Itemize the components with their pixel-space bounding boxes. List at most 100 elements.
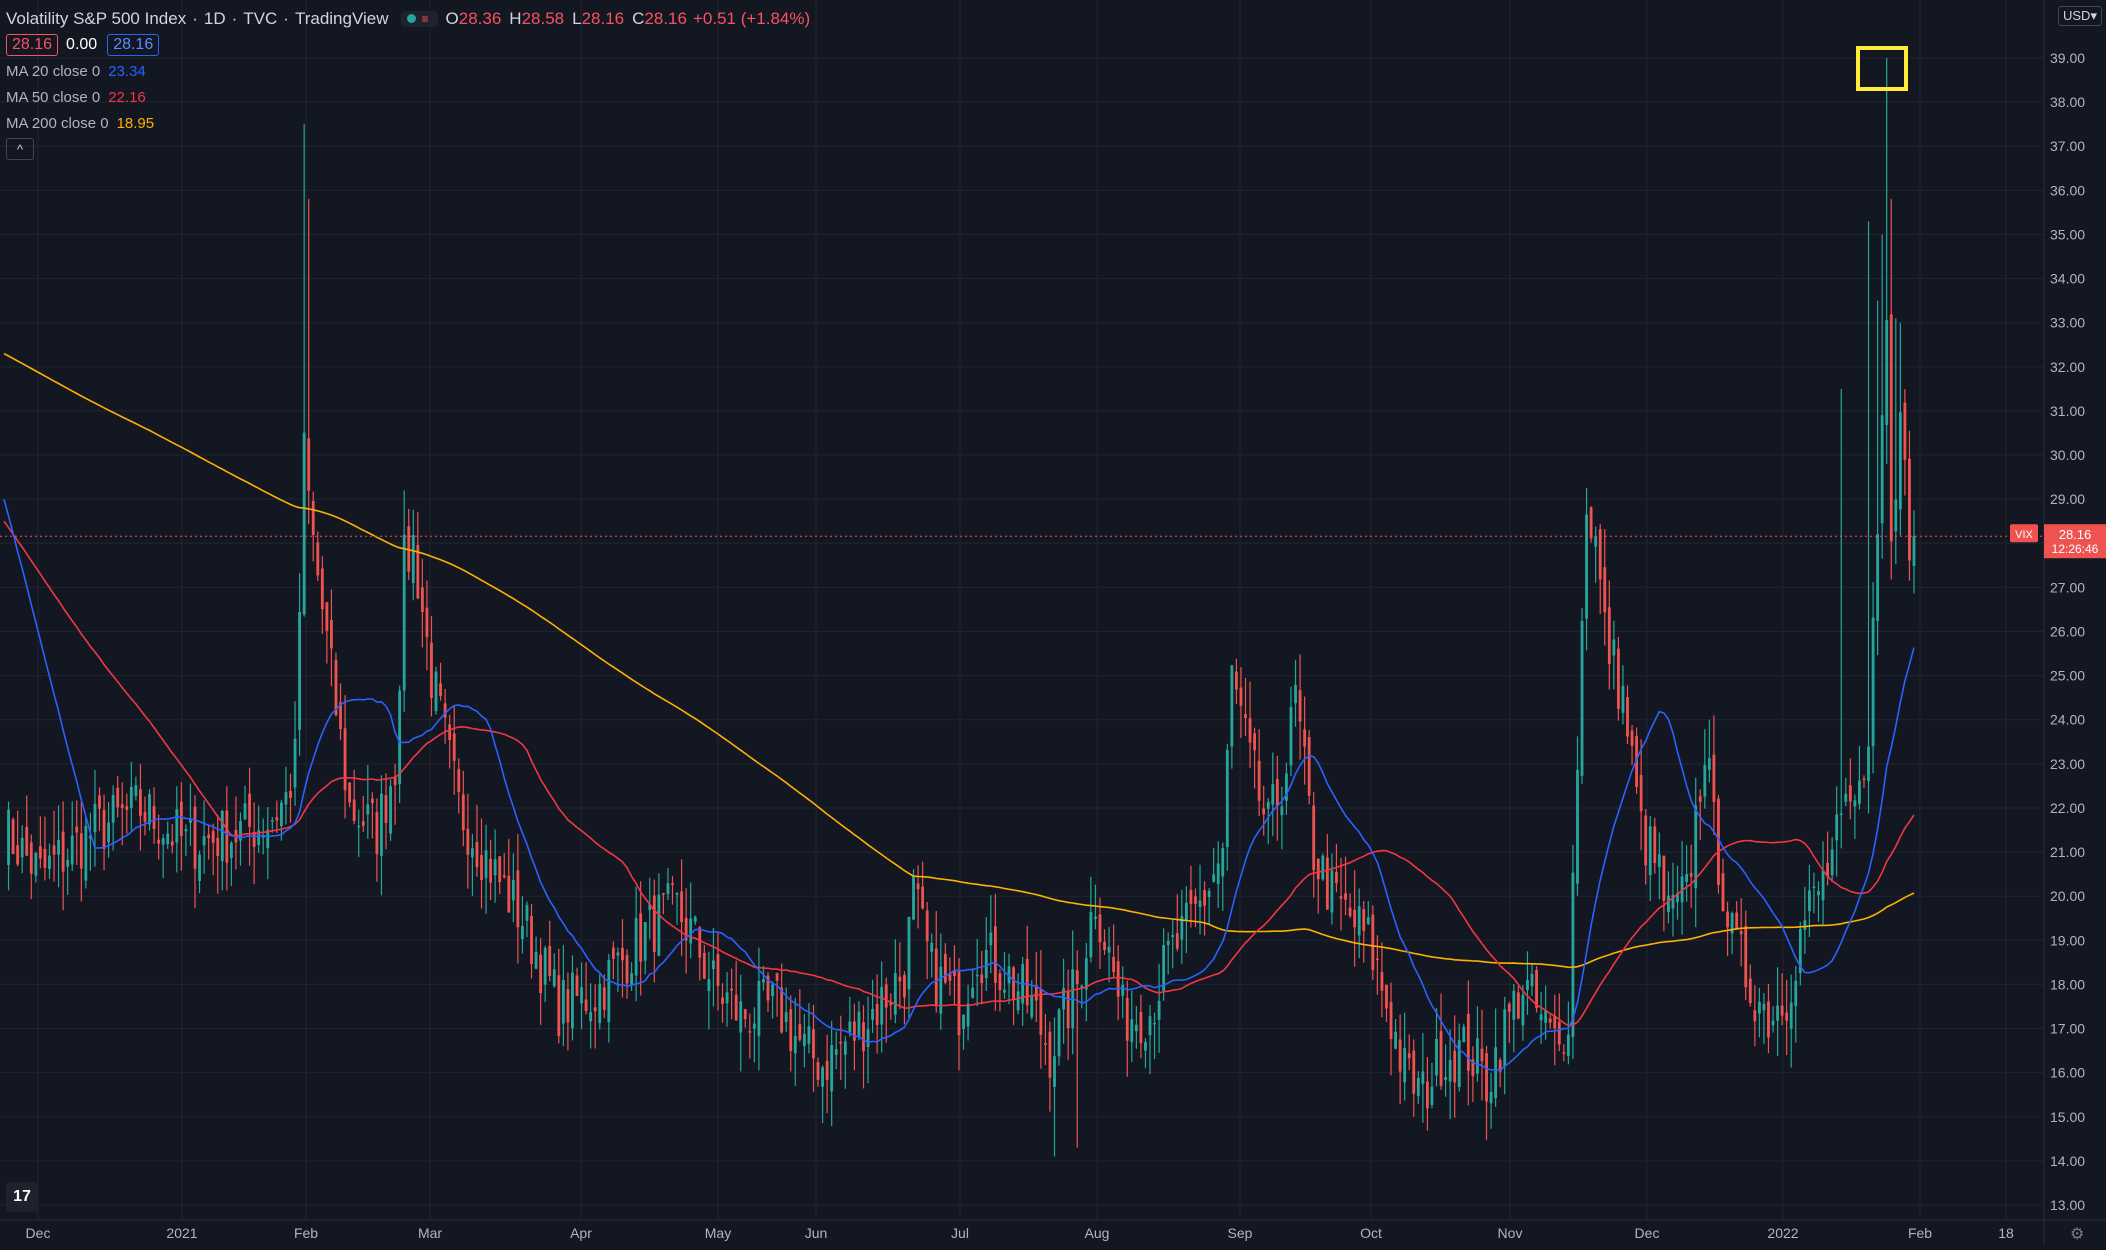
candle-body[interactable]	[316, 542, 320, 576]
candle-body[interactable]	[325, 602, 329, 631]
candle-body[interactable]	[284, 792, 288, 805]
candle-body[interactable]	[107, 822, 111, 843]
candle-body[interactable]	[475, 841, 479, 868]
candle-body[interactable]	[511, 879, 515, 901]
candle-body[interactable]	[1571, 872, 1575, 1037]
candle-body[interactable]	[848, 1021, 852, 1033]
candle-body[interactable]	[1153, 1022, 1156, 1025]
candle-body[interactable]	[775, 973, 779, 981]
candle-body[interactable]	[111, 795, 115, 823]
candle-body[interactable]	[248, 793, 251, 827]
candle-body[interactable]	[1862, 778, 1866, 781]
candle-body[interactable]	[507, 875, 511, 913]
candle-body[interactable]	[875, 1004, 879, 1025]
candle-body[interactable]	[1275, 779, 1279, 806]
candle-body[interactable]	[470, 848, 474, 858]
candle-body[interactable]	[1480, 1048, 1484, 1062]
candle-body[interactable]	[1075, 970, 1079, 984]
candle-body[interactable]	[525, 904, 529, 921]
candle-body[interactable]	[989, 932, 993, 946]
candle-body[interactable]	[1289, 707, 1293, 766]
candle-body[interactable]	[1148, 1016, 1152, 1036]
candle-body[interactable]	[743, 1009, 747, 1019]
candle-body[interactable]	[793, 1036, 797, 1054]
candle-body[interactable]	[1194, 896, 1197, 904]
candle-body[interactable]	[1471, 1059, 1475, 1077]
candle-body[interactable]	[1516, 992, 1520, 1019]
candle-body[interactable]	[1853, 800, 1857, 807]
candle-body[interactable]	[884, 984, 888, 1008]
candle-body[interactable]	[825, 1060, 829, 1081]
candle-body[interactable]	[1403, 1048, 1407, 1083]
candle-body[interactable]	[1062, 988, 1066, 1010]
candle-body[interactable]	[730, 988, 734, 991]
candle-body[interactable]	[1294, 684, 1297, 704]
candle-body[interactable]	[1889, 314, 1893, 542]
candle-body[interactable]	[1007, 966, 1011, 984]
candle-body[interactable]	[102, 809, 106, 849]
candle-body[interactable]	[420, 587, 424, 613]
candle-body[interactable]	[734, 994, 738, 1021]
candle-body[interactable]	[20, 837, 24, 858]
candle-body[interactable]	[1312, 805, 1316, 871]
candle-body[interactable]	[179, 801, 183, 837]
candle-body[interactable]	[1553, 1015, 1557, 1029]
candle-body[interactable]	[1089, 911, 1093, 958]
candle-body[interactable]	[1180, 916, 1184, 940]
candle-body[interactable]	[1244, 714, 1247, 719]
candle-body[interactable]	[1453, 1050, 1457, 1083]
candle-body[interactable]	[443, 703, 447, 718]
candle-body[interactable]	[712, 960, 715, 970]
candle-body[interactable]	[548, 945, 552, 976]
candle-body[interactable]	[343, 728, 347, 791]
candle-body[interactable]	[1016, 991, 1020, 1011]
candle-body[interactable]	[702, 952, 706, 979]
candle-body[interactable]	[1835, 814, 1839, 841]
candle-body[interactable]	[1339, 896, 1343, 899]
candle-body[interactable]	[430, 642, 433, 698]
candle-body[interactable]	[789, 1009, 793, 1052]
candle-body[interactable]	[725, 992, 729, 1004]
candle-body[interactable]	[461, 794, 465, 831]
candle-body[interactable]	[621, 947, 624, 961]
candle-body[interactable]	[1303, 729, 1307, 747]
candle-body[interactable]	[1585, 514, 1588, 619]
candle-body[interactable]	[1871, 617, 1875, 747]
candle-body[interactable]	[229, 842, 233, 858]
candle-body[interactable]	[1030, 995, 1034, 1018]
candle-body[interactable]	[1144, 1042, 1147, 1051]
candle-body[interactable]	[339, 702, 342, 729]
candle-body[interactable]	[1498, 1060, 1502, 1072]
candle-body[interactable]	[1353, 909, 1357, 928]
candle-body[interactable]	[1257, 760, 1261, 801]
candle-body[interactable]	[971, 987, 975, 998]
candle-body[interactable]	[52, 845, 56, 855]
candle-body[interactable]	[275, 817, 279, 821]
candle-body[interactable]	[66, 859, 70, 867]
candle-body[interactable]	[239, 820, 242, 841]
candle-body[interactable]	[771, 984, 774, 997]
candle-body[interactable]	[871, 1009, 875, 1020]
candle-body[interactable]	[1535, 969, 1538, 1008]
gear-icon[interactable]: ⚙	[2070, 1226, 2085, 1243]
candle-body[interactable]	[1844, 793, 1848, 802]
candle-body[interactable]	[279, 802, 283, 827]
candle-body[interactable]	[307, 438, 311, 491]
candle-body[interactable]	[980, 974, 984, 984]
candle-body[interactable]	[834, 1049, 838, 1055]
candle-body[interactable]	[807, 1026, 811, 1044]
candle-body[interactable]	[1798, 929, 1802, 974]
candle-body[interactable]	[957, 971, 961, 1036]
candle-body[interactable]	[1335, 871, 1338, 884]
candle-body[interactable]	[1908, 458, 1911, 561]
candle-body[interactable]	[1084, 958, 1088, 990]
candle-body[interactable]	[943, 953, 947, 983]
candle-body[interactable]	[1039, 988, 1043, 1035]
candle-body[interactable]	[380, 793, 383, 857]
candle-body[interactable]	[211, 830, 215, 843]
candle-body[interactable]	[1162, 944, 1166, 991]
candle-body[interactable]	[1216, 863, 1220, 885]
collapse-legend-button[interactable]: ^	[6, 138, 34, 160]
candle-body[interactable]	[1653, 826, 1657, 864]
candle-body[interactable]	[184, 829, 188, 832]
